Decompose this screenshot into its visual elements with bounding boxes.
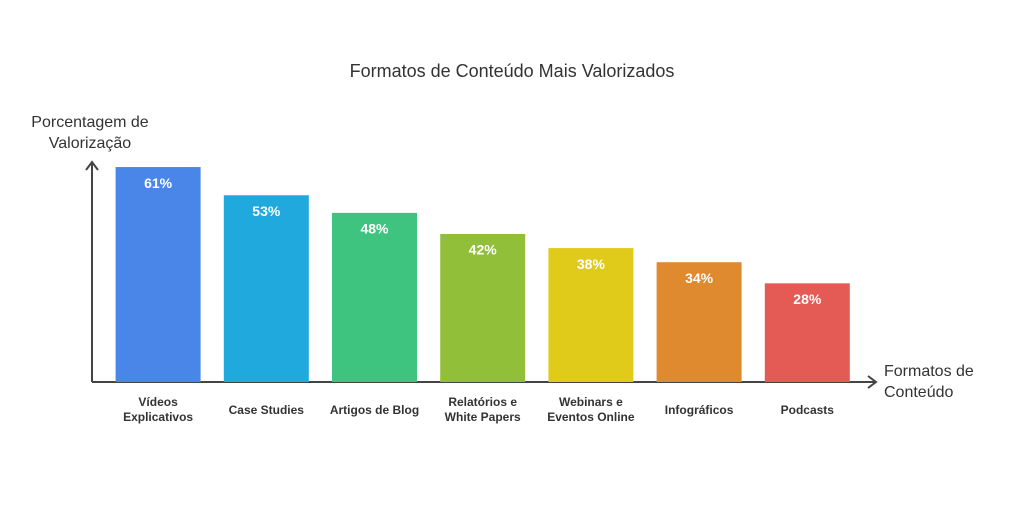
y-axis-arrow (85, 160, 99, 171)
bar (764, 283, 850, 382)
bar (115, 167, 201, 382)
chart-title: Formatos de Conteúdo Mais Valorizados (350, 61, 675, 81)
bar (440, 234, 526, 382)
x-tick-label: Podcasts (780, 402, 834, 417)
x-axis-arrow (867, 375, 878, 389)
bar (332, 212, 417, 382)
value-label: 61% (144, 175, 173, 191)
x-axis-label: Formatos de Conteúdo (884, 363, 974, 401)
value-label: 42% (469, 242, 498, 258)
x-tick-label: Vídeos Explicativos (123, 395, 194, 424)
bar (548, 248, 634, 382)
y-axis-label: Porcentagem de Valorização (31, 114, 149, 152)
value-label: 48% (360, 221, 389, 237)
value-label: 38% (577, 256, 606, 272)
value-label: 28% (793, 291, 822, 307)
x-tick-label: Webinars e Eventos Online (547, 395, 635, 424)
bar (223, 195, 309, 382)
x-tick-label: Artigos de Blog (329, 402, 420, 417)
value-label: 34% (685, 270, 714, 286)
x-tick-label: Infográficos (664, 402, 734, 417)
value-label: 53% (252, 203, 281, 219)
bar (656, 262, 742, 382)
x-tick-label: Case Studies (228, 402, 304, 417)
x-tick-label: Relatórios e White Papers (444, 395, 521, 424)
